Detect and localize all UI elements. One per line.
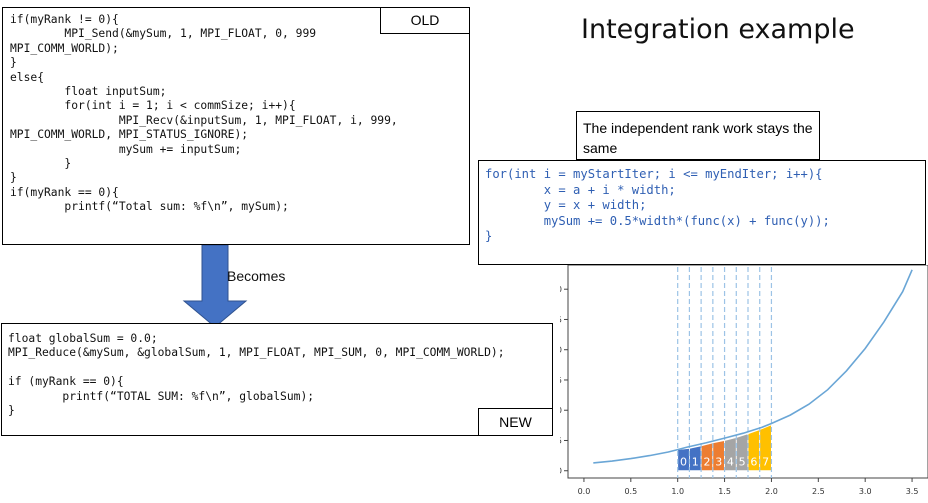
x-tick-label-0.5: 0.5 [624,487,637,496]
old-code-text: if(myRank != 0){ MPI_Send(&mySum, 1, MPI… [10,13,469,215]
new-code-text: float globalSum = 0.0; MPI_Reduce(&mySum… [8,332,552,418]
loop-code-box: for(int i = myStartIter; i <= myEndIter;… [478,160,926,265]
slice-label-6: 6 [750,455,757,468]
note-box: The independent rank work stays the same [576,111,820,160]
new-code-line: printf(“TOTAL SUM: %f\n”, globalSum); [62,389,315,403]
slide-title: Integration example [581,14,855,45]
slice-label-0: 0 [680,455,687,468]
old-code-line: if(myRank != 0){ [10,13,119,26]
new-code-line: } [8,404,15,418]
loop-code-line: y = x + width; [543,198,647,213]
old-code-line: MPI_Send(&mySum, 1, MPI_FLOAT, 0, 999 [64,27,317,41]
old-code-line: } [10,171,17,185]
old-code-box: if(myRank != 0){ MPI_Send(&mySum, 1, MPI… [2,7,470,245]
y-tick-label-5: 5 [560,436,562,445]
old-code-line: MPI_COMM_WORLD, MPI_STATUS_IGNORE); [10,128,249,142]
new-code-line: float globalSum = 0.0; [8,332,158,345]
new-code-box: float globalSum = 0.0; MPI_Reduce(&mySum… [1,323,553,436]
slice-label-7: 7 [762,455,769,468]
loop-code-text: for(int i = myStartIter; i <= myEndIter;… [485,167,925,245]
x-tick-label-3: 3.0 [859,487,872,496]
old-code-line: mySum += inputSum; [118,142,242,156]
x-tick-label-1: 1.0 [671,487,684,496]
slice-label-4: 4 [727,455,734,468]
integration-chart: 012345670510152025300.00.51.01.52.02.53.… [560,265,928,496]
old-code-line: else{ [10,70,45,84]
loop-code-line: for(int i = myStartIter; i <= myEndIter;… [485,167,823,181]
slice-label-5: 5 [739,455,746,468]
old-code-line: for(int i = 1; i < commSize; i++){ [64,99,296,113]
old-code-line: printf(“Total sum: %f\n”, mySum); [10,200,289,214]
loop-code-line: mySum += 0.5*width*(func(x) + func(y)); [543,213,830,228]
x-tick-label-1.5: 1.5 [718,487,731,496]
function-curve [593,269,913,464]
x-tick-label-3.5: 3.5 [906,487,919,496]
x-tick-label-0: 0.0 [578,487,591,496]
slice-label-3: 3 [715,455,722,468]
down-arrow-icon [182,245,248,328]
y-tick-label-25: 25 [560,315,562,324]
old-code-line: if(myRank == 0){ [10,185,119,199]
note-text: The independent rank work stays the same [583,120,813,156]
x-tick-label-2.5: 2.5 [812,487,825,496]
loop-code-line: } [485,229,493,244]
old-tag: OLD [380,7,470,34]
old-code-line: } [10,56,17,70]
y-tick-label-20: 20 [560,346,562,355]
becomes-label: Becomes [227,268,286,284]
y-tick-label-10: 10 [560,406,562,415]
x-tick-label-2: 2.0 [765,487,778,496]
y-tick-label-0: 0 [560,467,562,476]
y-tick-label-15: 15 [560,376,562,385]
y-tick-label-30: 30 [560,285,562,294]
old-code-line: MPI_Recv(&inputSum, 1, MPI_FLOAT, i, 999… [118,113,398,127]
new-tag: NEW [478,408,553,436]
slice-label-1: 1 [692,455,699,468]
old-code-line: MPI_COMM_WORLD); [10,41,119,55]
new-code-line: MPI_Reduce(&mySum, &globalSum, 1, MPI_FL… [8,346,505,360]
old-code-line: } [64,157,72,171]
new-code-line: if (myRank == 0){ [8,375,124,389]
old-code-line: float inputSum; [64,85,167,99]
slice-label-2: 2 [703,455,710,468]
loop-code-line: x = a + i * width; [543,182,676,197]
